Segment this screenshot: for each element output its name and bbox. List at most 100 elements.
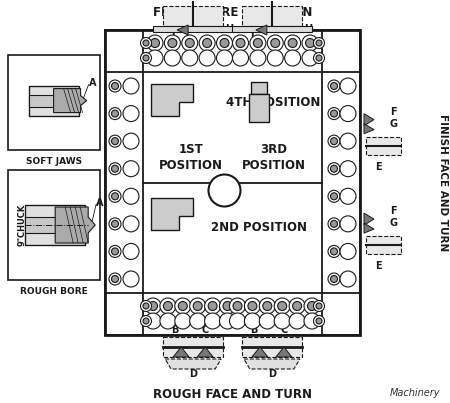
Circle shape: [185, 39, 194, 48]
Circle shape: [230, 313, 246, 329]
Circle shape: [289, 298, 305, 314]
Circle shape: [112, 110, 118, 117]
Bar: [8, 170, 100, 280]
Circle shape: [328, 273, 340, 285]
Circle shape: [340, 216, 356, 232]
Bar: [251, 82, 266, 94]
Bar: [105, 30, 360, 335]
Text: D: D: [189, 369, 197, 379]
Polygon shape: [364, 124, 374, 134]
Circle shape: [259, 313, 275, 329]
Polygon shape: [55, 207, 95, 243]
Circle shape: [143, 303, 149, 309]
Circle shape: [123, 243, 139, 260]
Text: 1ST
POSITION: 1ST POSITION: [159, 143, 223, 172]
Text: A: A: [89, 78, 96, 87]
Circle shape: [123, 78, 139, 94]
Circle shape: [147, 50, 163, 66]
Circle shape: [236, 39, 245, 48]
Circle shape: [340, 161, 356, 177]
Circle shape: [208, 301, 217, 310]
Circle shape: [328, 245, 340, 258]
Circle shape: [140, 301, 152, 312]
Circle shape: [220, 39, 229, 48]
Bar: [8, 55, 100, 150]
Text: B: B: [250, 325, 257, 335]
Text: 9"CHUCK: 9"CHUCK: [18, 204, 27, 246]
Bar: [105, 30, 360, 72]
Circle shape: [145, 298, 161, 314]
Circle shape: [109, 245, 121, 258]
Polygon shape: [364, 223, 374, 233]
Circle shape: [304, 298, 320, 314]
Text: 2ND POSITION: 2ND POSITION: [212, 221, 307, 234]
Bar: [105, 30, 143, 335]
Circle shape: [143, 318, 149, 324]
Circle shape: [288, 39, 297, 48]
Circle shape: [140, 52, 152, 64]
Circle shape: [244, 313, 261, 329]
Polygon shape: [256, 25, 267, 35]
Circle shape: [216, 50, 233, 66]
Polygon shape: [232, 26, 312, 32]
Bar: [248, 94, 269, 122]
Circle shape: [302, 50, 318, 66]
Polygon shape: [151, 84, 193, 116]
Circle shape: [199, 50, 215, 66]
Polygon shape: [153, 26, 233, 32]
Circle shape: [140, 37, 152, 48]
Circle shape: [109, 108, 121, 120]
Text: ROUGH FACE AND TURN: ROUGH FACE AND TURN: [153, 388, 312, 401]
Circle shape: [330, 220, 338, 227]
Text: H: H: [225, 24, 233, 34]
Text: B: B: [171, 325, 179, 335]
Circle shape: [164, 50, 180, 66]
Circle shape: [160, 313, 176, 329]
Circle shape: [244, 298, 261, 314]
Polygon shape: [165, 359, 221, 369]
Circle shape: [109, 218, 121, 230]
Text: E: E: [375, 261, 381, 271]
Circle shape: [168, 39, 177, 48]
Circle shape: [208, 174, 240, 206]
Circle shape: [289, 313, 305, 329]
Circle shape: [205, 313, 220, 329]
Circle shape: [292, 301, 302, 310]
Polygon shape: [173, 347, 189, 357]
Circle shape: [284, 50, 301, 66]
Circle shape: [109, 190, 121, 202]
Circle shape: [253, 39, 262, 48]
Circle shape: [340, 133, 356, 149]
Polygon shape: [364, 213, 374, 225]
Bar: [25, 217, 85, 233]
Text: A: A: [96, 198, 104, 208]
Circle shape: [259, 298, 275, 314]
Circle shape: [123, 133, 139, 149]
Text: ROUGH BORE: ROUGH BORE: [20, 287, 88, 296]
Circle shape: [123, 188, 139, 204]
Bar: [242, 337, 302, 357]
Circle shape: [230, 298, 246, 314]
Circle shape: [314, 316, 324, 326]
Circle shape: [330, 165, 338, 172]
Circle shape: [109, 135, 121, 147]
Circle shape: [328, 108, 340, 120]
Circle shape: [314, 301, 324, 312]
Polygon shape: [197, 347, 213, 357]
Circle shape: [123, 106, 139, 122]
Text: H: H: [304, 24, 312, 34]
Circle shape: [112, 83, 118, 89]
Circle shape: [175, 313, 191, 329]
Text: 4TH POSITION: 4TH POSITION: [226, 96, 321, 108]
Text: G: G: [390, 118, 398, 129]
Circle shape: [314, 52, 324, 64]
Circle shape: [143, 55, 149, 61]
Circle shape: [109, 163, 121, 175]
Bar: [366, 236, 401, 254]
Circle shape: [330, 193, 338, 200]
Circle shape: [199, 35, 215, 51]
Circle shape: [190, 298, 206, 314]
Polygon shape: [276, 347, 292, 357]
Circle shape: [233, 50, 248, 66]
Bar: [25, 205, 85, 245]
